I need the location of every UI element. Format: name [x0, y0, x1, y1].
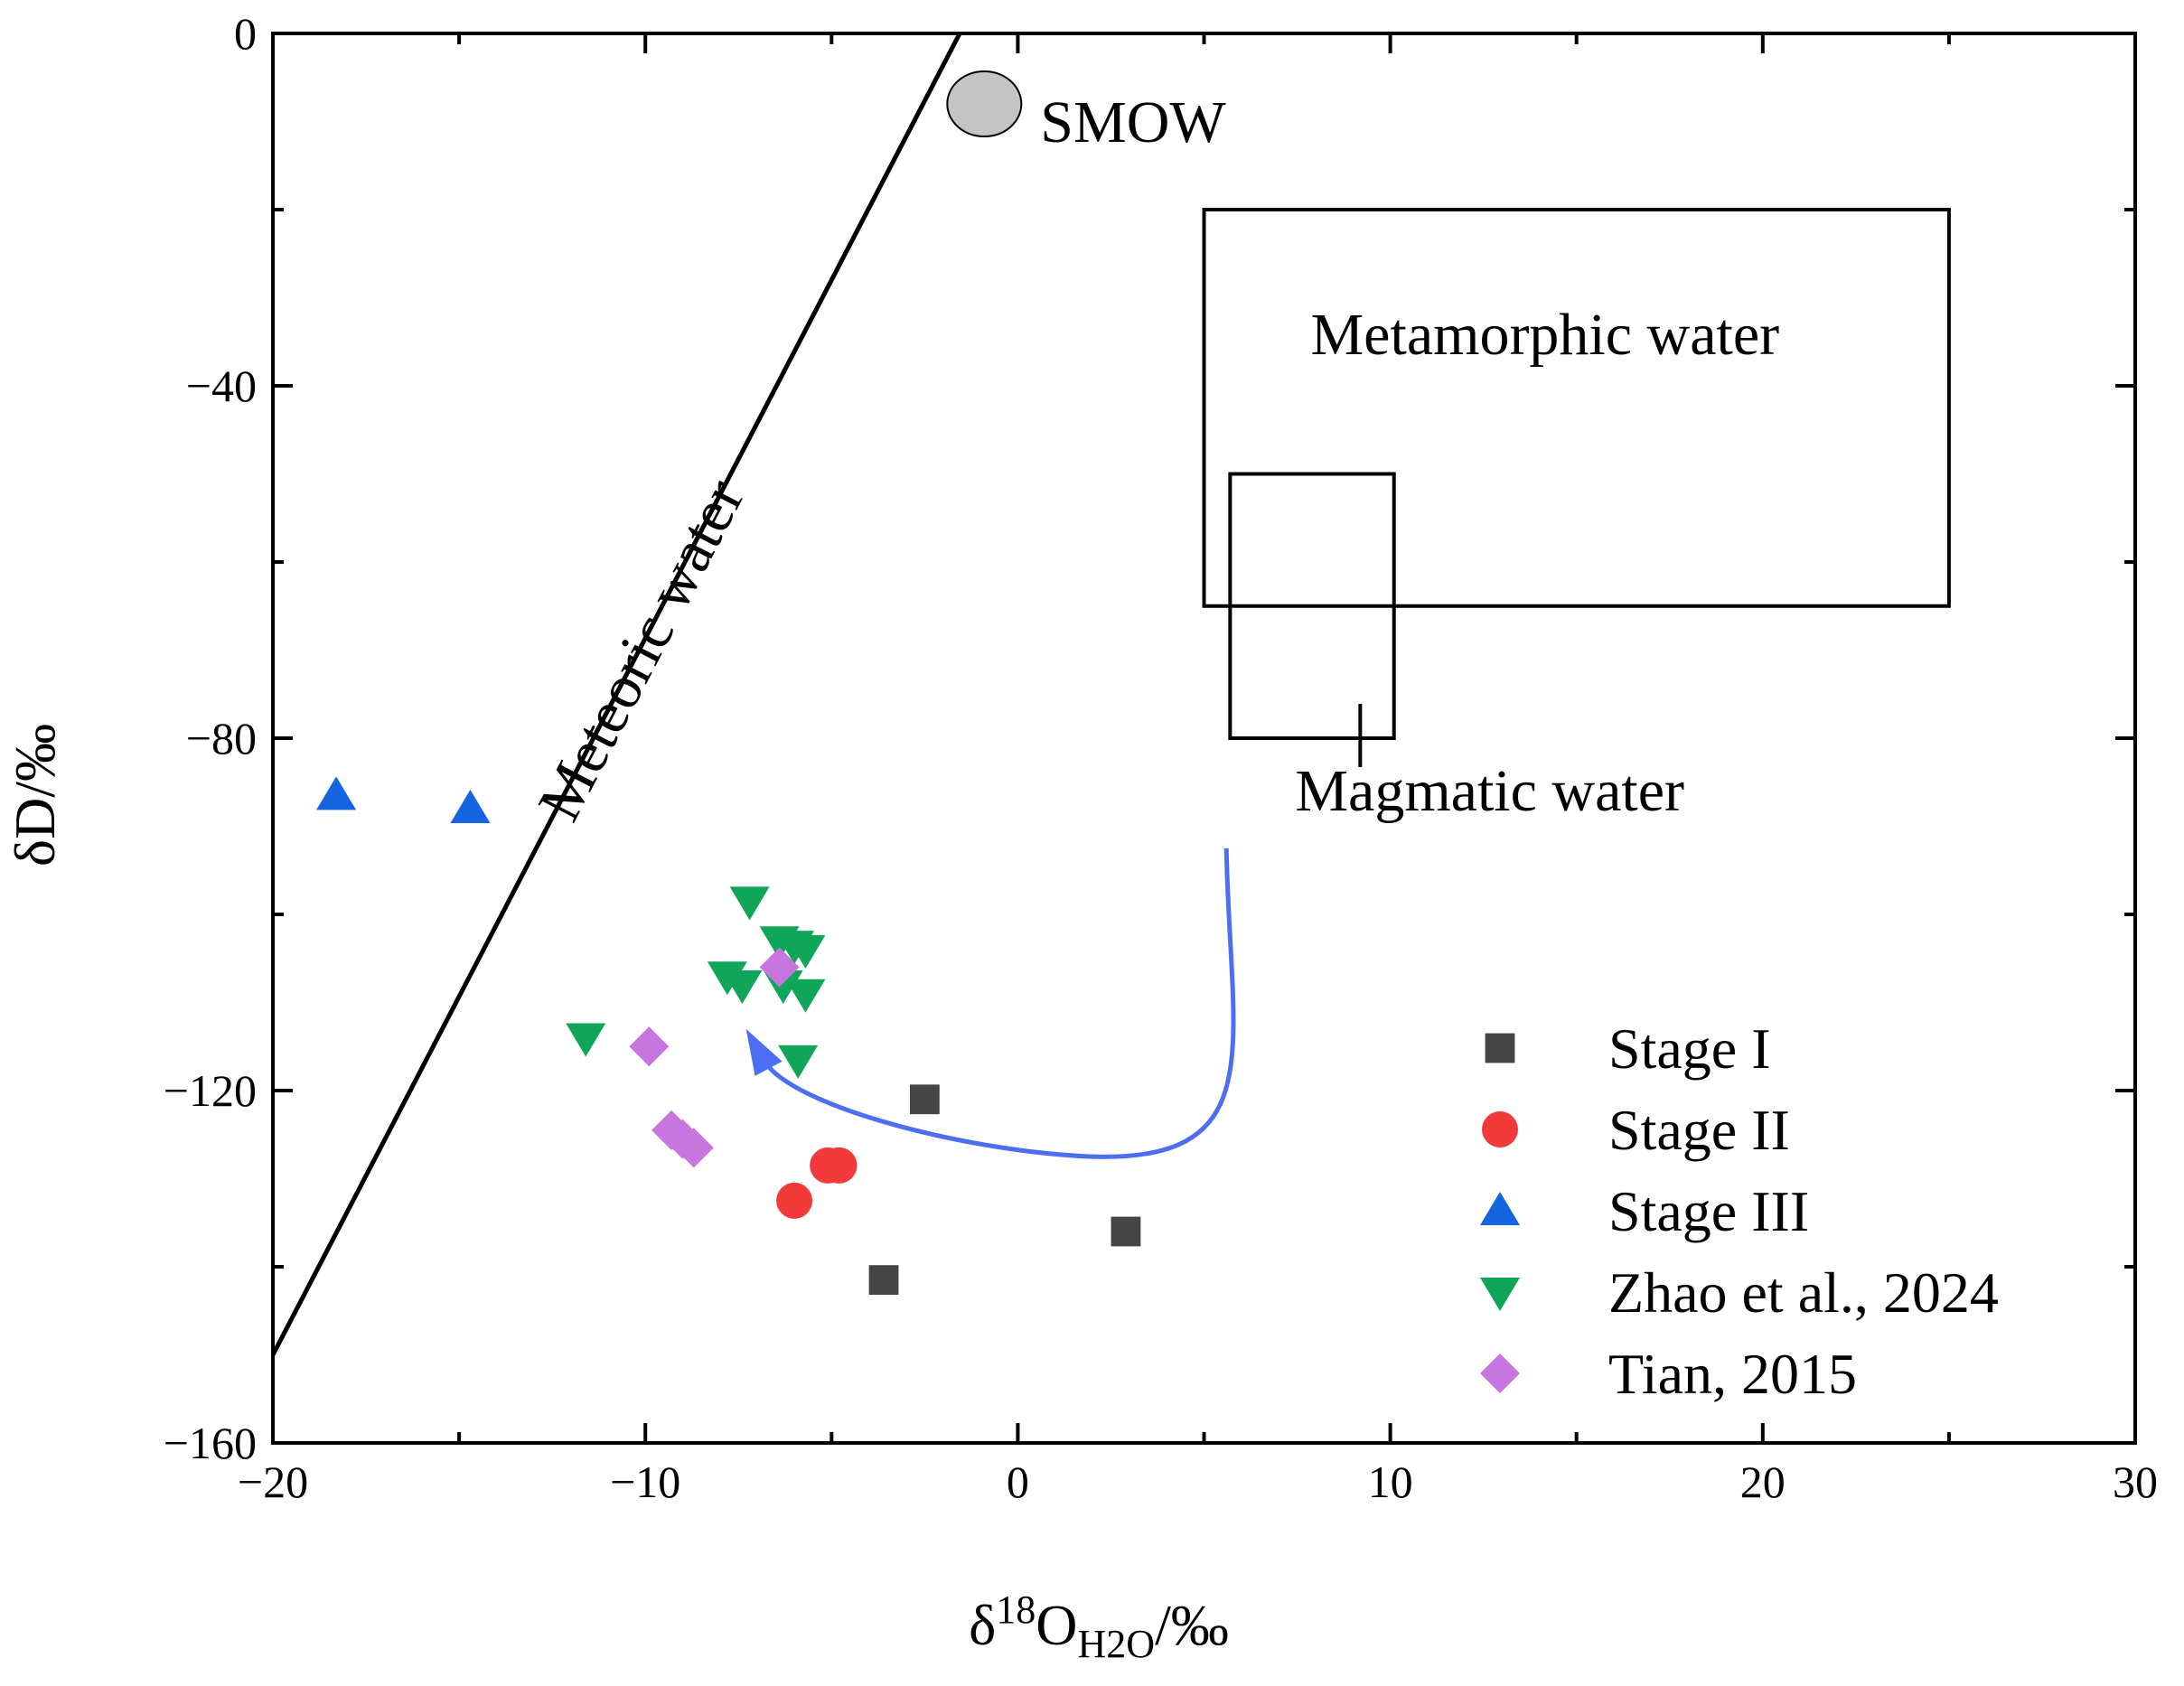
plot-area	[273, 33, 1951, 1356]
legend-marker-2	[1480, 1192, 1520, 1225]
x-axis-title-sup: 18	[996, 1588, 1036, 1632]
data-point-series-3	[722, 970, 763, 1004]
data-point-series-3	[778, 1044, 819, 1079]
legend-label-4: Tian, 2015	[1608, 1342, 1857, 1406]
data-point-series-3	[785, 979, 826, 1013]
smow-marker	[946, 70, 1023, 137]
data-point-series-4	[673, 1128, 714, 1168]
x-tick-label: 20	[1740, 1457, 1786, 1507]
y-tick-label: 0	[234, 8, 257, 59]
y-axis-title: δD/‰	[3, 724, 67, 866]
legend-label-2: Stage III	[1608, 1179, 1809, 1243]
y-tick-label: −80	[186, 713, 257, 763]
axis-tick-labels: −20 −10 0 10 20 30 0 −40 −80 −120 −160	[164, 8, 2158, 1507]
data-point-series-3	[729, 886, 770, 921]
x-tick-label: 30	[2113, 1457, 2158, 1507]
y-tick-label: −160	[164, 1418, 257, 1468]
meteoric-water-line	[273, 33, 962, 1356]
x-axis-title: δ18OH2O/‰	[969, 1588, 1229, 1666]
data-point-series-3	[566, 1023, 606, 1057]
x-axis-title-unit: /‰	[1155, 1593, 1229, 1657]
x-axis-title-main: O	[1036, 1593, 1077, 1657]
smow-label: SMOW	[1040, 89, 1226, 155]
legend: Stage I Stage II Stage III Zhao et al., 202…	[1480, 1016, 1999, 1406]
x-axis-title-delta: δ	[969, 1593, 996, 1657]
magmatic-water-box	[1228, 472, 1396, 740]
legend-label-0: Stage I	[1608, 1016, 1771, 1081]
legend-marker-0	[1485, 1033, 1515, 1063]
x-tick-label: −20	[238, 1457, 308, 1507]
data-point-series-4	[759, 947, 800, 988]
meteoric-water-label: Meteoric water	[524, 468, 757, 831]
data-point-series-0	[868, 1265, 899, 1296]
data-point-series-2	[450, 790, 491, 823]
magmatic-water-label: Magmatic water	[1295, 758, 1684, 824]
data-point-series-1	[776, 1182, 813, 1219]
axis-ticks	[271, 32, 2137, 1445]
data-point-series-3	[785, 935, 826, 969]
trend-arrow	[760, 848, 1236, 1159]
x-axis-title-sub: H2O	[1078, 1622, 1156, 1666]
y-tick-label: −120	[164, 1065, 257, 1116]
trend-arrowhead	[745, 1028, 783, 1076]
legend-marker-1	[1482, 1111, 1518, 1147]
data-point-series-4	[629, 1026, 670, 1067]
data-point-series-0	[1111, 1216, 1141, 1247]
x-tick-label: 10	[1368, 1457, 1413, 1507]
x-tick-label: −10	[610, 1457, 680, 1507]
data-point-series-1	[820, 1147, 858, 1184]
legend-marker-3	[1480, 1278, 1520, 1311]
legend-label-3: Zhao et al., 2024	[1608, 1260, 1999, 1325]
data-point-series-2	[316, 776, 357, 810]
legend-label-1: Stage II	[1608, 1098, 1790, 1162]
metamorphic-water-label: Metamorphic water	[1311, 302, 1780, 368]
legend-marker-4	[1480, 1353, 1520, 1393]
y-tick-label: −40	[186, 361, 257, 411]
data-point-series-0	[909, 1084, 940, 1115]
metamorphic-water-box	[1202, 208, 1951, 608]
x-tick-label: 0	[1007, 1457, 1029, 1507]
data-points	[316, 776, 1141, 1296]
